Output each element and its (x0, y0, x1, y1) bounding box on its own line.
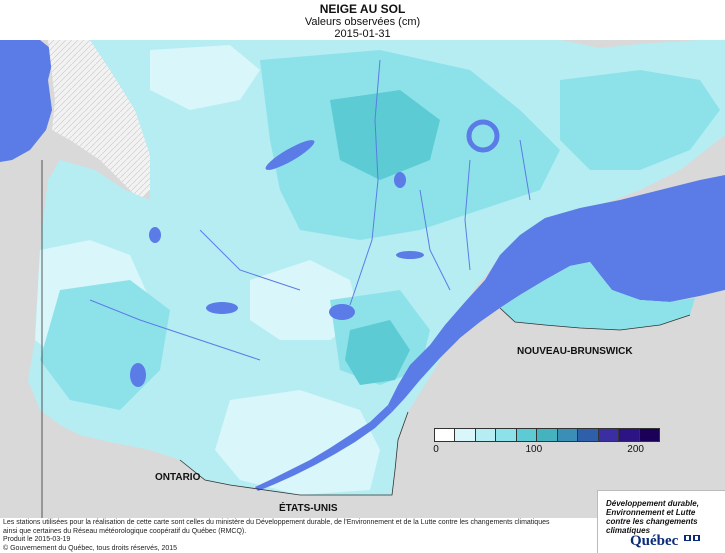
map-footer: Les stations utilisées pour la réalisati… (3, 519, 583, 553)
legend-ticks: 0 100 200 (433, 442, 662, 456)
james-bay-water (0, 40, 55, 162)
reservoir-gouin (206, 302, 238, 314)
legend-color-bar (434, 428, 660, 442)
legend-swatch (557, 429, 579, 441)
logo-tagline-4: climatiques (606, 526, 651, 535)
legend-swatch (475, 429, 497, 441)
label-ontario: ONTARIO (155, 472, 201, 483)
map-title: NEIGE AU SOL (319, 2, 406, 16)
label-new-brunswick: NOUVEAU-BRUNSWICK (517, 346, 633, 357)
lake-east (396, 251, 424, 259)
reservoir-manicouagan (466, 119, 500, 153)
legend-swatch (578, 429, 599, 441)
logo-tagline-2: Environnement et Lutte (606, 508, 696, 517)
bay-hatched-region (48, 40, 150, 200)
zone-dark-center (345, 320, 410, 385)
fleur-de-lis-icon (684, 535, 700, 541)
legend-swatch (537, 429, 558, 441)
lake-west (130, 363, 146, 387)
legend-tick-label: 0 (433, 444, 439, 455)
legend-swatch (639, 429, 659, 441)
legend-swatch (496, 429, 517, 441)
quebec-logo: Développement durable, Environnement et … (597, 490, 725, 553)
zone-dark-north (330, 90, 440, 180)
legend-tick-label: 100 (525, 444, 543, 455)
legend-swatch (598, 429, 620, 441)
footer-line-2: ainsi que certaines du Réseau météorolog… (3, 527, 247, 535)
footer-line-4: © Gouvernement du Québec, tous droits ré… (3, 544, 178, 552)
quebec-border (41, 160, 691, 518)
color-legend: 0 100 200 (433, 428, 662, 458)
snow-depth-map (0, 40, 725, 518)
zone-light-south (215, 390, 380, 495)
logo-tagline: Développement durable, Environnement et … (606, 499, 724, 535)
legend-swatch (619, 429, 640, 441)
river-lines (89, 59, 531, 361)
label-usa: ÉTATS-UNIS (279, 503, 338, 514)
footer-line-3: Produit le 2015-03-19 (3, 536, 71, 544)
lake-nw (149, 227, 161, 243)
legend-swatch (435, 429, 456, 441)
logo-tagline-1: Développement durable, (606, 499, 699, 508)
map-header: NEIGE AU SOL Valeurs observées (cm) 2015… (0, 0, 725, 41)
legend-swatch (455, 429, 476, 441)
map-canvas (0, 40, 725, 518)
gaspe-peninsula (500, 262, 695, 330)
lac-mistassini (265, 140, 315, 170)
zone-light-north (150, 45, 260, 110)
lake-north (394, 172, 406, 188)
st-lawrence-river (255, 405, 392, 491)
map-date: 2015-01-31 (334, 28, 391, 40)
legend-tick-label: 200 (627, 444, 644, 455)
lac-saint-jean (329, 304, 355, 320)
logo-wordmark: Québec (630, 533, 679, 549)
logo-tagline-3: contre les changements (606, 517, 698, 526)
footer-line-1: Les stations utilisées pour la réalisati… (3, 519, 550, 526)
zone-light-center (250, 260, 360, 340)
st-lawrence-gulf (388, 175, 725, 412)
zone-medium-east (560, 70, 720, 170)
map-subtitle: Valeurs observées (cm) (304, 16, 421, 28)
legend-swatch (516, 429, 538, 441)
